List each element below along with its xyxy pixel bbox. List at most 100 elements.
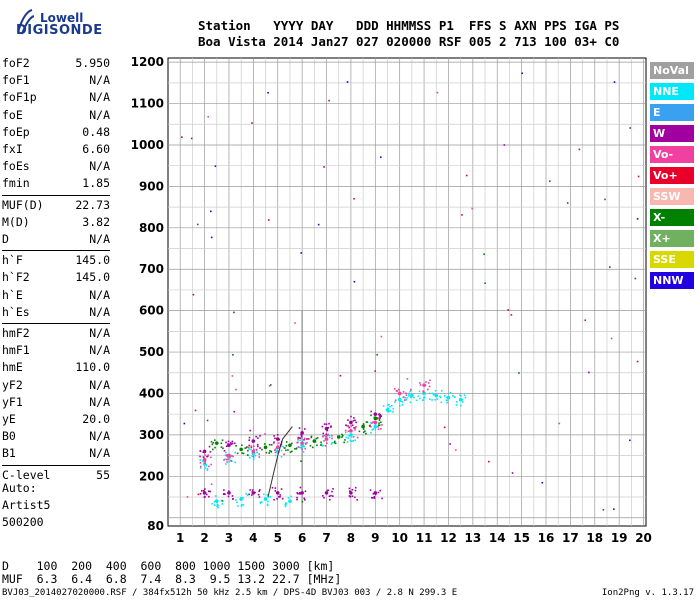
trace-dot — [362, 428, 365, 430]
noise-dot — [294, 322, 296, 324]
param-separator — [2, 194, 110, 196]
trace-dot — [208, 495, 210, 498]
trace-dot — [231, 495, 234, 497]
trace-dot — [276, 434, 279, 436]
trace-dot — [422, 390, 425, 392]
trace-dot — [231, 442, 234, 445]
trace-dot — [297, 437, 299, 440]
trace-dot — [224, 493, 226, 496]
trace-dot — [422, 396, 425, 399]
trace-dot — [245, 492, 247, 495]
trace-dot — [323, 439, 325, 442]
param-key: B0 — [2, 429, 16, 444]
trace-dot — [229, 459, 232, 462]
param-row: foEs N/A — [2, 159, 110, 176]
param-value: 3.82 — [82, 214, 110, 229]
param-value: N/A — [89, 304, 110, 319]
noise-dot — [380, 335, 383, 338]
trace-dot — [202, 489, 205, 492]
param-row: fxI 6.60 — [2, 142, 110, 159]
trace-dot — [304, 428, 306, 430]
trace-dot — [252, 458, 255, 461]
trace-dot — [242, 497, 244, 499]
trace-dot — [267, 496, 270, 499]
trace-dot — [365, 421, 368, 423]
trace-dot — [209, 451, 212, 453]
trace-dot — [279, 495, 281, 498]
trace-dot — [294, 447, 296, 450]
trace-dot — [381, 424, 383, 426]
trace-dot — [284, 504, 287, 506]
trace-dot — [354, 419, 356, 422]
trace-dot — [327, 426, 330, 429]
trace-dot — [297, 439, 299, 441]
param-separator — [2, 250, 110, 252]
trace-dot — [282, 445, 284, 448]
param-value: N/A — [89, 394, 110, 409]
trace-dot — [351, 488, 354, 491]
trace-dot — [354, 427, 357, 430]
trace-dot — [251, 455, 254, 457]
legend-item-sse: SSE — [650, 251, 694, 268]
trace-dot — [362, 431, 365, 434]
trace-dot — [366, 421, 369, 423]
param-row: foF1p N/A — [2, 90, 110, 107]
trace-dot — [348, 426, 350, 429]
trace-dot — [345, 436, 348, 439]
trace-dot — [296, 446, 298, 449]
trace-dot — [377, 428, 380, 431]
trace-point — [300, 431, 304, 435]
param-value: N/A — [89, 326, 110, 340]
trace-dot — [290, 495, 292, 498]
trace-dot — [349, 495, 352, 498]
trace-dot — [277, 452, 279, 454]
trace-dot — [259, 501, 262, 504]
noise-dot — [300, 460, 302, 462]
trace-dot — [287, 449, 289, 451]
trace-dot — [236, 501, 238, 504]
trace-dot — [408, 395, 410, 397]
trace-dot — [274, 487, 277, 489]
noise-dot — [233, 311, 235, 314]
trace-dot — [423, 392, 426, 395]
trace-dot — [379, 414, 382, 416]
trace-dot — [389, 405, 391, 408]
trace-dot — [354, 486, 357, 489]
noise-dot — [521, 72, 523, 75]
trace-dot — [325, 433, 328, 436]
param-key: h`F2 — [2, 270, 30, 285]
trace-dot — [334, 442, 337, 445]
trace-dot — [227, 440, 230, 443]
trace-dot — [374, 428, 377, 430]
trace-dot — [223, 449, 226, 452]
x-tick-label: 4 — [249, 531, 257, 545]
trace-dot — [263, 443, 266, 445]
header-line2: Boa Vista 2014 Jan27 027 020000 RSF 005 … — [198, 34, 620, 49]
noise-dot — [461, 214, 463, 216]
trace-dot — [200, 490, 203, 492]
trace-dot — [372, 497, 374, 499]
y-tick-label: 700 — [139, 262, 164, 276]
trace-dot — [380, 415, 383, 417]
trace-dot — [257, 437, 259, 439]
trace-dot — [344, 429, 347, 432]
trace-dot — [259, 447, 261, 449]
trace-dot — [378, 419, 381, 422]
trace-dot — [320, 443, 323, 445]
trace-dot — [203, 463, 206, 466]
trace-dot — [234, 451, 236, 454]
trace-dot — [434, 389, 437, 392]
param-value: N/A — [89, 287, 110, 302]
param-key: B1 — [2, 446, 16, 461]
trace-dot — [372, 428, 375, 430]
trace-dot — [234, 461, 237, 464]
param-key: h`E — [2, 287, 23, 302]
trace-dot — [296, 496, 298, 499]
trace-point — [324, 491, 329, 495]
trace-dot — [328, 495, 331, 498]
trace-dot — [323, 434, 326, 437]
trace-dot — [274, 449, 276, 452]
trace-dot — [250, 448, 252, 451]
param-row: C-level 55 — [2, 468, 110, 485]
trace-dot — [247, 454, 250, 457]
